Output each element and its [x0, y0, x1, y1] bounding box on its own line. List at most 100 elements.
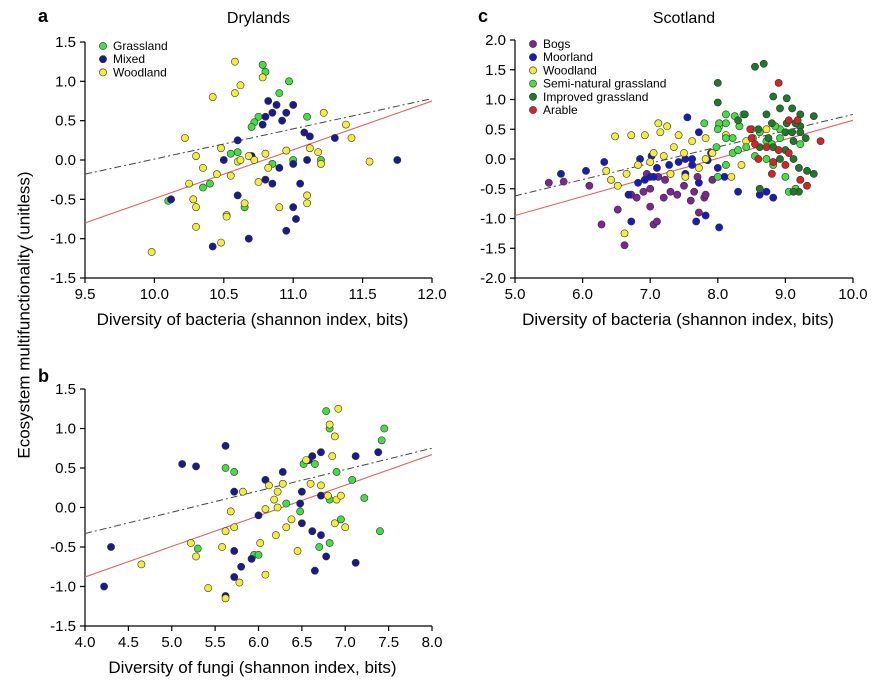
data-point: [221, 441, 230, 450]
data-point: [306, 479, 315, 488]
data-point: [688, 155, 697, 163]
y-tick-label: -2.0: [480, 270, 506, 287]
data-point: [282, 499, 291, 508]
panel-c: 5.0 6.0 7.0 8.0 9.0 10.0 -2.0 -1.5 -1.0 -0.5 0.0 0.…: [478, 6, 868, 329]
data-point: [192, 552, 200, 561]
series-grassland: [193, 407, 389, 559]
data-point: [167, 195, 175, 204]
data-point: [282, 146, 291, 155]
y-tick-label: -0.5: [50, 191, 76, 208]
x-tick-label: 9.0: [775, 286, 796, 303]
data-point: [720, 172, 729, 181]
data-point: [737, 161, 746, 169]
y-tick-label: -1.0: [50, 231, 76, 248]
data-point: [317, 448, 325, 457]
series-mixed: [167, 97, 402, 251]
data-point: [282, 226, 291, 235]
legend-marker: [99, 42, 107, 50]
data-point: [762, 110, 771, 119]
data-point: [240, 199, 249, 208]
data-point: [192, 462, 200, 471]
data-point: [722, 161, 730, 169]
data-point: [337, 515, 345, 524]
y-tick-label: -0.5: [480, 181, 506, 198]
data-point: [337, 491, 345, 500]
data-point: [762, 143, 771, 151]
data-point: [781, 172, 790, 181]
y-tick-label: 2.0: [485, 32, 506, 49]
data-point: [755, 184, 764, 193]
x-tick-label: 10.0: [838, 286, 867, 303]
data-point: [377, 436, 386, 445]
data-point: [322, 552, 331, 561]
data-point: [784, 116, 793, 125]
data-point: [230, 547, 239, 555]
data-point: [261, 475, 270, 484]
panel-letter: b: [38, 366, 49, 386]
legend-label: Woodland: [543, 63, 597, 77]
y-tick-label: 0.5: [55, 460, 76, 477]
data-point: [178, 460, 187, 468]
data-point: [250, 156, 259, 164]
data-point: [303, 156, 311, 164]
data-point: [740, 110, 749, 119]
y-tick-label: 1.5: [55, 381, 76, 398]
x-tick-label: 4.0: [75, 634, 96, 651]
data-point: [181, 134, 189, 142]
x-tick-label: 10.5: [209, 286, 238, 303]
data-point: [275, 89, 284, 98]
data-point: [289, 101, 298, 109]
data-point: [208, 93, 217, 101]
y-tick-label: 1.5: [55, 34, 76, 51]
data-point: [582, 166, 590, 175]
data-point: [700, 119, 709, 128]
data-point: [692, 217, 701, 226]
data-point: [237, 562, 246, 571]
y-tick-label: 1.5: [485, 62, 506, 79]
legend-marker: [99, 68, 107, 77]
data-point: [300, 128, 309, 137]
data-point: [230, 573, 239, 581]
data-point: [734, 116, 742, 125]
data-point: [233, 136, 242, 145]
data-point: [289, 160, 298, 168]
x-tick-label: 11.0: [279, 286, 307, 303]
data-point: [673, 190, 682, 199]
data-point: [782, 94, 791, 103]
data-point: [767, 169, 776, 178]
data-point: [769, 158, 778, 166]
data-point: [302, 456, 311, 464]
data-point: [365, 157, 374, 166]
data-point: [776, 104, 784, 113]
data-point: [147, 248, 156, 256]
data-point: [317, 491, 325, 500]
series-woodland: [602, 119, 771, 238]
legend-marker: [529, 40, 537, 48]
data-point: [611, 132, 619, 141]
data-point: [330, 134, 339, 142]
data-point: [273, 503, 282, 512]
data-point: [347, 134, 356, 142]
series-arable: [746, 78, 825, 190]
data-point: [653, 217, 661, 226]
data-point: [722, 110, 730, 119]
data-point: [694, 164, 703, 172]
data-point: [231, 89, 239, 98]
data-point: [762, 187, 771, 196]
data-point: [236, 156, 245, 164]
data-point: [317, 160, 325, 168]
x-tick-label: 6.5: [291, 634, 312, 651]
data-point: [634, 178, 642, 187]
data-point: [330, 519, 339, 528]
legend-label: Mixed: [113, 52, 145, 66]
data-point: [186, 539, 195, 547]
data-point: [722, 134, 730, 143]
data-point: [322, 407, 331, 416]
data-point: [235, 578, 244, 587]
data-point: [268, 179, 277, 188]
data-point: [325, 420, 334, 429]
data-point: [639, 187, 648, 196]
